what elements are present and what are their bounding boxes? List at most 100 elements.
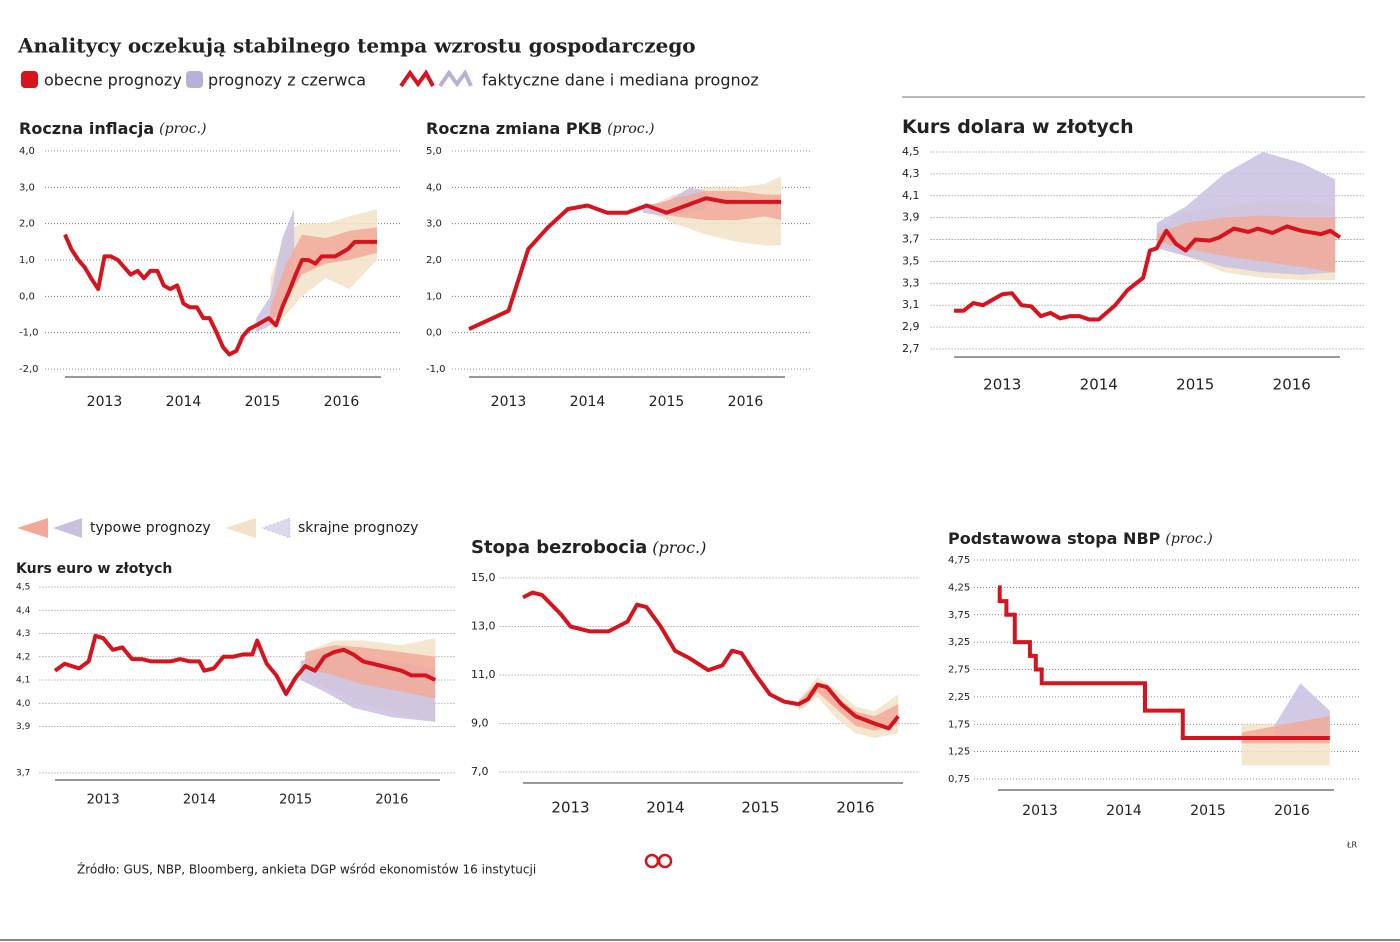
x-tick-label: 2013	[87, 394, 123, 410]
y-tick-label: 3,7	[16, 769, 30, 779]
x-tick-label: 2016	[836, 799, 874, 817]
y-tick-label: 2,9	[902, 320, 920, 333]
x-tick-label: 2015	[279, 793, 312, 808]
x-tick-label: 2013	[491, 394, 527, 410]
x-tick-label: 2015	[245, 394, 281, 410]
x-tick-label: 2013	[983, 376, 1021, 394]
y-tick-label: 4,5	[16, 583, 30, 593]
forecast-band	[1156, 215, 1336, 273]
chart-title-text: Stopa bezrobocia	[471, 537, 647, 558]
y-tick-label: 4,3	[902, 167, 920, 180]
y-tick-label: 2,0	[426, 255, 442, 266]
x-tick-label: 2015	[741, 799, 779, 817]
y-tick-label: 11,0	[471, 668, 496, 681]
y-tick-label: 3,3	[902, 276, 920, 289]
y-tick-label: 9,0	[471, 717, 489, 730]
y-tick-label: 0,0	[426, 328, 442, 339]
x-tick-label: 2016	[728, 394, 764, 410]
logo	[657, 853, 673, 869]
data-line	[53, 633, 437, 696]
x-tick-label: 2014	[183, 793, 216, 808]
y-tick-label: -1,0	[19, 328, 39, 339]
forecast-band	[270, 227, 378, 326]
y-tick-label: 3,5	[902, 254, 920, 267]
main-title: Analitycy oczekują stabilnego tempa wzro…	[17, 34, 696, 58]
y-tick-label: 5,0	[426, 146, 442, 157]
y-tick-label: 0,75	[948, 774, 970, 785]
chart-title-text: Kurs euro w złotych	[16, 561, 172, 577]
legend-swatch	[399, 69, 435, 88]
y-tick-label: 4,3	[16, 629, 30, 639]
y-tick-label: 4,0	[16, 699, 31, 709]
legend-swatch	[260, 517, 291, 539]
chart-subtitle: (proc.)	[607, 121, 654, 137]
y-tick-label: 1,0	[19, 255, 35, 266]
legend-swatch	[225, 518, 256, 538]
credit: ŁR	[1346, 841, 1357, 850]
x-tick-label: 2016	[1273, 376, 1311, 394]
legend-label: typowe prognozy	[90, 520, 211, 536]
legend-swatch	[17, 518, 48, 538]
chart-title: Kurs euro w złotych	[16, 561, 172, 577]
y-tick-label: 13,0	[471, 620, 496, 633]
y-tick-label: -1,0	[426, 364, 446, 375]
y-tick-label: 4,0	[426, 182, 442, 193]
chart-title: Roczna zmiana PKB (proc.)	[426, 119, 655, 138]
source: Źródło: GUS, NBP, Bloomberg, ankieta DGP…	[77, 862, 536, 877]
x-tick-label: 2016	[324, 394, 360, 410]
forecast-band	[305, 645, 436, 699]
y-tick-label: 3,75	[948, 610, 970, 621]
chart-title-text: Kurs dolara w złotych	[902, 116, 1134, 138]
x-tick-label: 2013	[87, 793, 120, 808]
chart-title-text: Roczna inflacja	[19, 119, 154, 138]
x-tick-label: 2014	[166, 394, 202, 410]
legend-label: obecne prognozy	[44, 71, 182, 90]
y-tick-label: 2,7	[902, 342, 920, 355]
legend-swatch	[53, 518, 82, 538]
x-tick-label: 2013	[1022, 803, 1058, 819]
data-line	[997, 585, 1330, 740]
x-tick-label: 2014	[1106, 803, 1142, 819]
y-tick-label: 4,2	[16, 652, 30, 662]
chart-title: Kurs dolara w złotych	[902, 116, 1134, 138]
logo	[644, 853, 660, 869]
y-tick-label: 3,0	[19, 182, 35, 193]
chart-subtitle: (proc.)	[652, 538, 706, 557]
data-line	[63, 233, 378, 357]
chart-title: Podstawowa stopa NBP (proc.)	[948, 529, 1213, 548]
x-tick-label: 2014	[1080, 376, 1118, 394]
x-tick-label: 2015	[1176, 376, 1214, 394]
x-tick-label: 2016	[375, 793, 408, 808]
y-tick-label: 1,75	[948, 719, 970, 730]
legend-swatch	[186, 71, 203, 88]
y-tick-label: 4,5	[902, 145, 920, 158]
chart-title: Stopa bezrobocia (proc.)	[471, 537, 706, 558]
y-tick-label: -2,0	[19, 364, 39, 375]
y-tick-label: 2,0	[19, 219, 35, 230]
y-tick-label: 3,9	[16, 722, 31, 732]
y-tick-label: 1,0	[426, 291, 442, 302]
y-tick-label: 4,0	[19, 146, 35, 157]
x-tick-label: 2013	[551, 799, 589, 817]
y-tick-label: 4,1	[902, 189, 920, 202]
y-tick-label: 3,7	[902, 233, 920, 246]
y-tick-label: 0,0	[19, 291, 35, 302]
chart-subtitle: (proc.)	[159, 121, 206, 137]
chart-title: Roczna inflacja (proc.)	[19, 119, 206, 138]
x-tick-label: 2014	[570, 394, 606, 410]
legend-label: faktyczne dane i mediana prognoz	[482, 71, 759, 90]
y-tick-label: 3,25	[948, 637, 970, 648]
legend-label: prognozy z czerwca	[208, 71, 366, 90]
data-line	[468, 196, 782, 331]
y-tick-label: 2,75	[948, 665, 970, 676]
x-tick-label: 2015	[649, 394, 685, 410]
y-tick-label: 2,25	[948, 692, 970, 703]
x-tick-label: 2016	[1274, 803, 1310, 819]
y-tick-label: 4,25	[948, 582, 970, 593]
y-tick-label: 7,0	[471, 765, 489, 778]
y-tick-label: 4,4	[16, 606, 31, 616]
data-line	[522, 590, 900, 731]
chart-subtitle: (proc.)	[1165, 531, 1212, 547]
y-tick-label: 4,1	[16, 676, 30, 686]
